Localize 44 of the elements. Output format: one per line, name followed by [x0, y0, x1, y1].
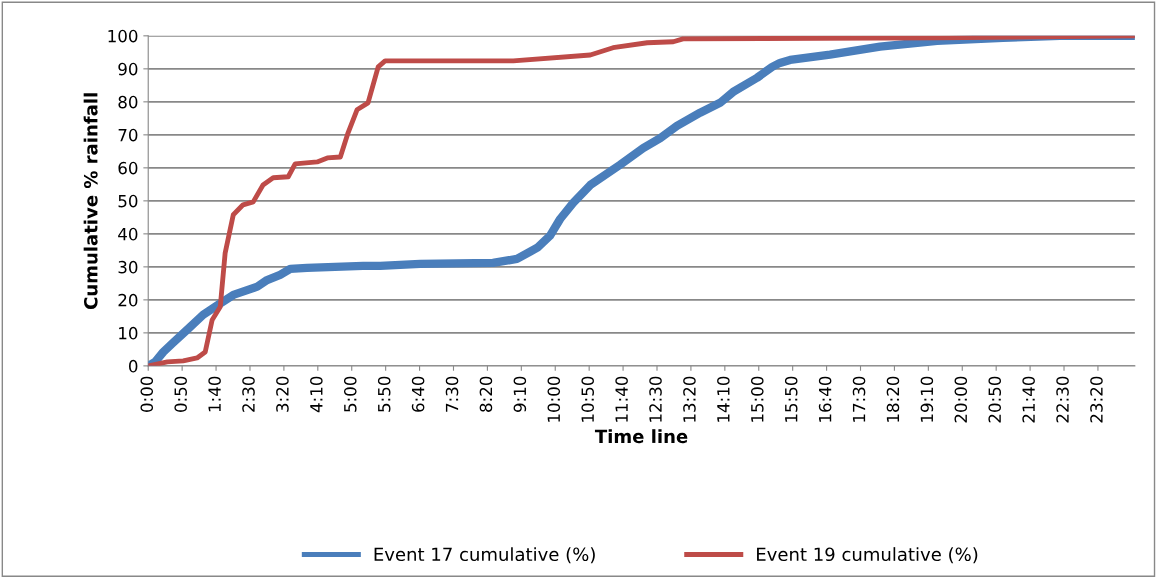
x-tick-label: 22:30: [1056, 376, 1069, 423]
x-tick-label: 5:00: [343, 376, 357, 412]
y-tick-label: 70: [118, 128, 138, 142]
x-tick-label: 4:10: [310, 376, 323, 413]
x-tick-label: 21:40: [1022, 376, 1035, 423]
x-tick-label: 19:10: [920, 376, 934, 422]
y-tick-label: 10: [119, 326, 138, 340]
x-tick-label: 15:50: [784, 376, 798, 422]
x-tick-label: 11:40: [615, 376, 628, 422]
y-tick-label: 80: [118, 95, 138, 109]
x-tick-label: 2:30: [242, 376, 255, 412]
x-tick-label: 15:00: [750, 376, 764, 422]
x-tick-label: 0:00: [140, 376, 154, 412]
x-tick-label: 6:40: [411, 376, 425, 412]
x-tick-label: 14:10: [717, 376, 730, 422]
x-tick-label: 20:00: [954, 376, 968, 423]
x-tick-label: 16:40: [818, 376, 832, 422]
x-tick-label: 0:50: [174, 376, 187, 412]
y-tick-label: 60: [118, 161, 138, 175]
x-tick-label: 17:30: [852, 376, 866, 422]
legend-label: Event 19 cumulative (%): [757, 547, 978, 564]
x-tick-label: 10:50: [581, 376, 594, 422]
y-axis-title: Cumulative % rainfall: [83, 93, 98, 310]
y-tick-label: 50: [118, 194, 138, 208]
x-tick-label: 23:20: [1090, 376, 1103, 423]
y-tick-label: 30: [118, 260, 138, 274]
x-tick-label: 9:10: [513, 376, 527, 412]
y-tick-label: 0: [129, 359, 138, 373]
x-tick-label: 5:50: [377, 376, 391, 412]
x-tick-label: 20:50: [988, 376, 1002, 423]
x-tick-label: 12:30: [649, 376, 662, 422]
y-tick-label: 20: [118, 293, 138, 307]
y-tick-label: 90: [118, 62, 138, 76]
y-tick-label: 100: [108, 29, 138, 43]
x-tick-label: 3:20: [276, 376, 289, 412]
legend-label: Event 17 cumulative (%): [374, 547, 595, 564]
x-tick-label: 18:20: [886, 376, 900, 422]
x-axis-title: Time line: [594, 429, 688, 444]
x-tick-label: 8:20: [479, 376, 493, 412]
y-tick-label: 40: [118, 227, 138, 241]
x-tick-label: 7:30: [445, 376, 459, 412]
x-tick-label: 10:00: [547, 376, 561, 422]
x-tick-label: 1:40: [208, 376, 221, 412]
x-tick-label: 13:20: [683, 376, 696, 422]
